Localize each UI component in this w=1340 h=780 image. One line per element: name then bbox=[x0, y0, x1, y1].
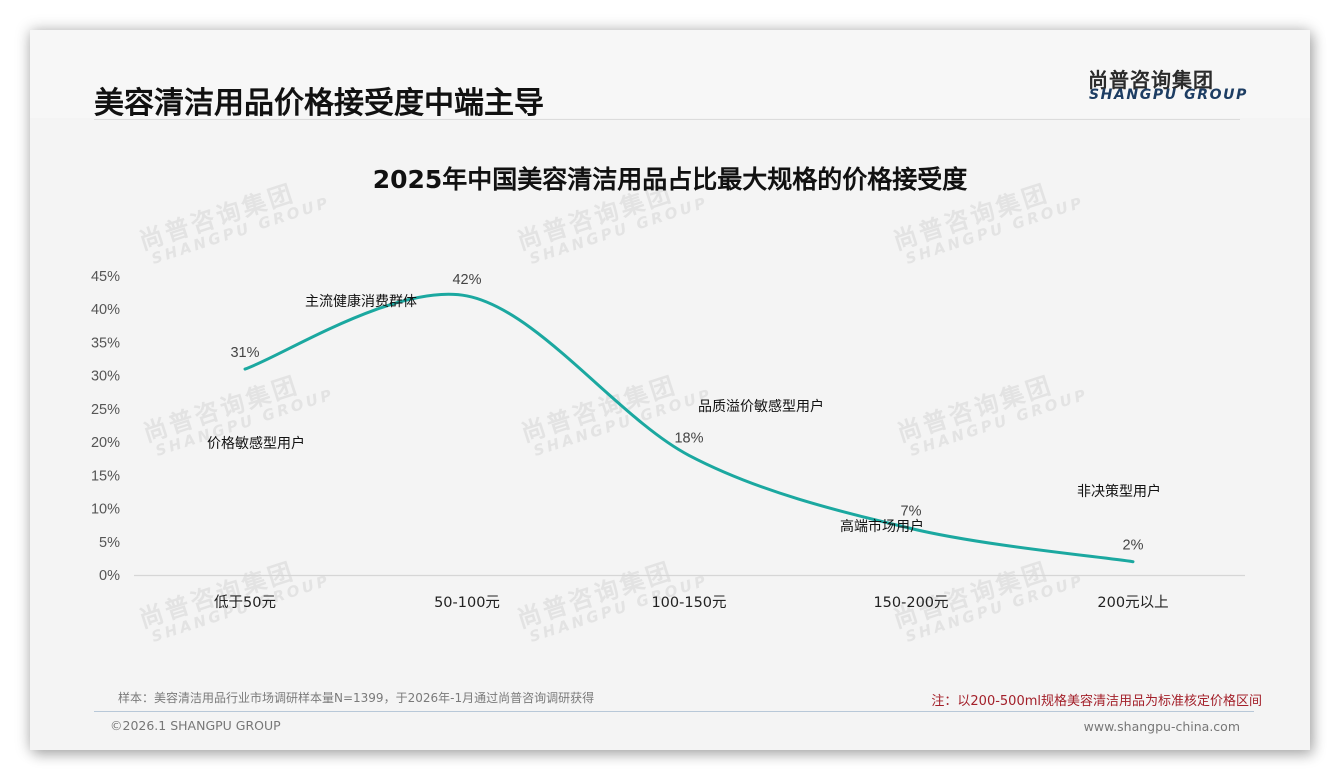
y-axis-ticks: 0% 5% 10% 15% 20% 25% 30% 35% 40% 45% bbox=[91, 269, 120, 584]
segment-annotation: 品质溢价敏感型用户 bbox=[698, 398, 824, 415]
header-band bbox=[30, 30, 1310, 118]
x-axis-labels: 低于50元 50-100元 100-150元 150-200元 200元以上 bbox=[214, 594, 1169, 611]
data-label: 18% bbox=[674, 430, 703, 446]
y-tick-label: 25% bbox=[91, 402, 120, 418]
y-tick-label: 15% bbox=[91, 468, 120, 484]
series-line bbox=[243, 292, 1135, 564]
y-tick-label: 20% bbox=[91, 435, 120, 451]
y-tick-label: 45% bbox=[91, 269, 120, 285]
page-title: 美容清洁用品价格接受度中端主导 bbox=[94, 86, 544, 121]
segment-annotation: 主流健康消费群体 bbox=[305, 293, 417, 310]
company-logo-cn: 尚普咨询集团 bbox=[1088, 68, 1214, 92]
data-label: 42% bbox=[452, 272, 481, 288]
chart-title: 2025年中国美容清洁用品占比最大规格的价格接受度 bbox=[372, 165, 968, 194]
y-tick-label: 5% bbox=[99, 535, 120, 551]
x-tick-label: 150-200元 bbox=[873, 595, 948, 611]
y-tick-label: 10% bbox=[91, 502, 120, 518]
x-tick-label: 50-100元 bbox=[434, 595, 500, 611]
y-tick-label: 30% bbox=[91, 369, 120, 385]
website-url: www.shangpu-china.com bbox=[1083, 719, 1240, 734]
slide: 美容清洁用品价格接受度中端主导 尚普咨询集团 SHANGPU GROUP 尚普咨… bbox=[30, 30, 1310, 750]
y-tick-label: 40% bbox=[91, 302, 120, 318]
line-chart: 0% 5% 10% 15% 20% 25% 30% 35% 40% 45% 低于50元 50-100… bbox=[91, 269, 1245, 611]
segment-annotation: 高端市场用户 bbox=[840, 518, 924, 535]
header-divider bbox=[94, 119, 1240, 120]
price-range-note: 注：以200-500ml规格美容清洁用品为标准核定价格区间 bbox=[931, 694, 1262, 709]
x-tick-label: 低于50元 bbox=[214, 594, 276, 611]
data-label: 7% bbox=[901, 503, 922, 519]
segment-annotation: 非决策型用户 bbox=[1077, 483, 1161, 500]
y-tick-label: 0% bbox=[99, 568, 120, 584]
copyright: ©2026.1 SHANGPU GROUP bbox=[110, 718, 281, 733]
data-label: 2% bbox=[1123, 538, 1144, 554]
x-tick-label: 200元以上 bbox=[1097, 594, 1168, 611]
y-tick-label: 35% bbox=[91, 335, 120, 351]
segment-annotation: 价格敏感型用户 bbox=[207, 435, 305, 452]
x-tick-label: 100-150元 bbox=[651, 595, 726, 611]
company-logo-en: SHANGPU GROUP bbox=[1089, 87, 1248, 103]
data-labels: 31% 42% 18% 7% 2% bbox=[230, 272, 1143, 554]
sample-note: 样本：美容清洁用品行业市场调研样本量N=1399，于2026年-1月通过尚普咨询… bbox=[118, 691, 595, 705]
data-label: 31% bbox=[230, 345, 259, 361]
footer-divider bbox=[94, 711, 1254, 712]
